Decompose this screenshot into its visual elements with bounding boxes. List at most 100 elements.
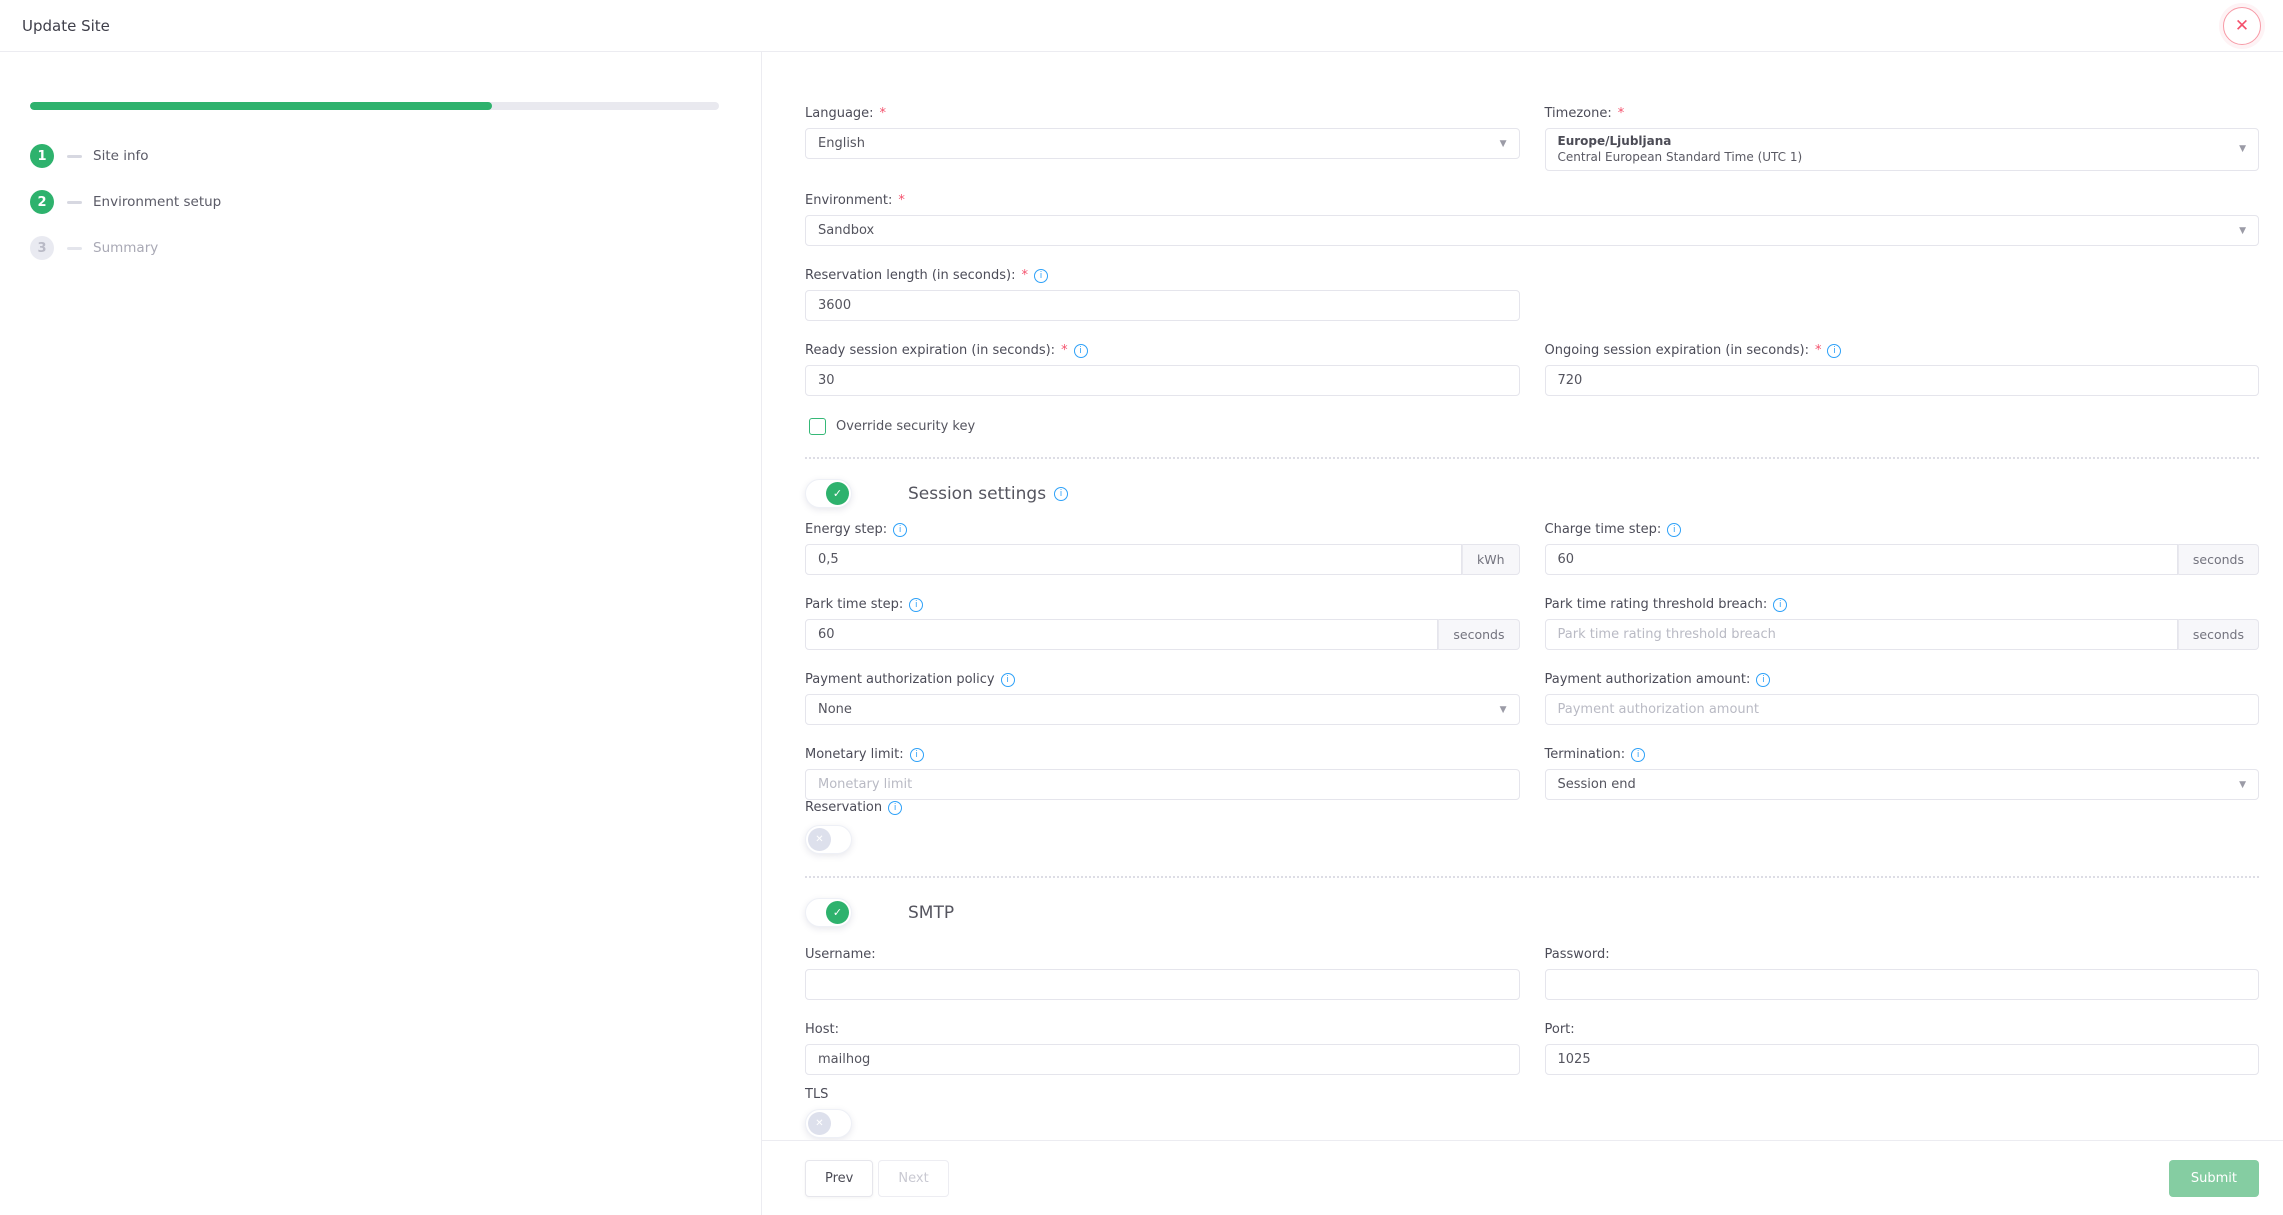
override-security-key-checkbox-row[interactable]: Override security key (809, 418, 2259, 436)
info-icon[interactable]: i (1756, 672, 1771, 687)
reservation-toggle[interactable] (805, 825, 852, 855)
info-icon[interactable]: i (1667, 522, 1682, 537)
ongoing-session-expiration-input[interactable] (1544, 365, 2259, 397)
field-smtp-port: Port: (1544, 1022, 2259, 1076)
timezone-select[interactable]: Europe/Ljubljana Central European Standa… (1544, 128, 2259, 172)
info-icon[interactable]: i (893, 522, 908, 537)
smtp-password-input[interactable] (1544, 969, 2259, 1001)
session-settings-header: Session settings i (805, 479, 2259, 509)
energy-step-input[interactable] (805, 544, 1462, 576)
section-divider (805, 876, 2259, 879)
next-button[interactable]: Next (878, 1159, 949, 1197)
smtp-username-input[interactable] (805, 969, 1520, 1001)
submit-button[interactable]: Submit (2168, 1159, 2259, 1197)
step-number-badge: 2 (30, 190, 54, 214)
reservation-length-input[interactable] (805, 290, 1520, 322)
smtp-toggle[interactable] (805, 898, 852, 928)
field-monetary-limit: Monetary limit: i (805, 747, 1520, 801)
park-time-rating-threshold-breach-label: Park time rating threshold breach: i (1545, 597, 2260, 612)
field-tls: TLS (805, 1087, 2259, 1139)
progress-bar-fill (30, 102, 492, 110)
field-smtp-username: Username: (805, 947, 1520, 1001)
info-icon[interactable]: i (909, 597, 924, 612)
reservation-length-label: Reservation length (in seconds): * i (805, 268, 1520, 283)
field-language: Language: * English ▼ (805, 106, 1520, 171)
smtp-header: SMTP (805, 898, 2259, 928)
smtp-port-label: Port: (1544, 1022, 1575, 1038)
unit-suffix: seconds (1438, 619, 1520, 651)
step-label: Summary (93, 240, 159, 256)
info-icon[interactable]: i (888, 800, 903, 815)
field-charge-time-step: Charge time step: i seconds (1544, 522, 2259, 576)
info-icon[interactable]: i (1773, 597, 1788, 612)
step-number-badge: 1 (30, 144, 54, 168)
environment-select[interactable]: Sandbox ▼ (805, 215, 2259, 247)
close-button[interactable]: ✕ (2223, 6, 2261, 45)
info-icon[interactable]: i (1054, 486, 1069, 501)
sidebar-step-summary[interactable]: 3 Summary (30, 236, 719, 260)
info-icon[interactable]: i (1827, 343, 1842, 358)
step-label: Site info (93, 148, 149, 164)
payment-authorization-policy-select[interactable]: None ▼ (805, 694, 1520, 726)
sidebar-step-environment-setup[interactable]: 2 Environment setup (30, 190, 719, 214)
tls-label: TLS (805, 1087, 829, 1103)
monetary-limit-label: Monetary limit: i (805, 747, 1520, 762)
prev-button[interactable]: Prev (805, 1159, 874, 1197)
unit-suffix: kWh (1461, 544, 1520, 576)
progress-bar (30, 102, 719, 110)
modal-footer: Prev Next Submit (762, 1140, 2283, 1215)
field-ongoing-session-expiration: Ongoing session expiration (in seconds):… (1544, 343, 2260, 397)
form-panel: Language: * English ▼ Timezone: * Europe/L… (762, 52, 2283, 1215)
toggle-knob-check-icon (826, 482, 849, 506)
chevron-down-icon: ▼ (1499, 138, 1507, 149)
field-payment-authorization-amount: Payment authorization amount: i (1544, 672, 2260, 726)
toggle-knob-check-icon (826, 901, 849, 925)
info-icon[interactable]: i (1073, 343, 1088, 358)
close-icon: ✕ (2234, 16, 2250, 35)
smtp-port-input[interactable] (1544, 1044, 2259, 1076)
payment-authorization-amount-label: Payment authorization amount: i (1545, 672, 2260, 687)
monetary-limit-input[interactable] (805, 769, 1520, 801)
field-ready-session-expiration: Ready session expiration (in seconds): * … (805, 343, 1520, 397)
step-number-badge: 3 (30, 236, 54, 260)
energy-step-label: Energy step: i (805, 522, 1520, 537)
timezone-label: Timezone: * (1544, 106, 1625, 121)
info-icon[interactable]: i (909, 747, 924, 762)
smtp-username-label: Username: (805, 947, 876, 963)
chevron-down-icon: ▼ (2239, 144, 2246, 155)
charge-time-step-input[interactable] (1544, 544, 2178, 576)
sidebar-step-site-info[interactable]: 1 Site info (30, 144, 719, 168)
payment-authorization-amount-input[interactable] (1544, 694, 2259, 726)
field-park-time-step: Park time step: i seconds (805, 597, 1520, 651)
info-icon[interactable]: i (1033, 268, 1048, 283)
field-reservation: Reservation i (805, 800, 2259, 855)
field-smtp-password: Password: (1544, 947, 2259, 1001)
termination-select[interactable]: Session end ▼ (1544, 769, 2259, 801)
termination-label: Termination: i (1545, 747, 2260, 762)
field-payment-authorization-policy: Payment authorization policy i None ▼ (805, 672, 1520, 726)
ongoing-session-expiration-label: Ongoing session expiration (in seconds):… (1545, 343, 2260, 358)
field-timezone: Timezone: * Europe/Ljubljana Central Euro… (1544, 106, 2259, 172)
info-icon[interactable]: i (1631, 747, 1646, 762)
park-time-step-input[interactable] (805, 619, 1439, 651)
unit-suffix: seconds (2177, 544, 2259, 576)
language-select[interactable]: English ▼ (805, 128, 1520, 159)
session-settings-toggle[interactable] (805, 479, 852, 509)
smtp-password-label: Password: (1544, 947, 1610, 963)
park-time-rating-threshold-breach-input[interactable] (1544, 619, 2178, 651)
smtp-host-input[interactable] (805, 1044, 1520, 1076)
environment-label: Environment: * (805, 193, 905, 209)
reservation-label: Reservation i (805, 800, 2259, 815)
info-icon[interactable]: i (1000, 672, 1015, 687)
ready-session-expiration-input[interactable] (805, 365, 1520, 397)
override-security-key-checkbox[interactable] (809, 418, 826, 436)
field-smtp-host: Host: (805, 1022, 1520, 1076)
field-termination: Termination: i Session end ▼ (1544, 747, 2260, 801)
tls-toggle[interactable] (805, 1109, 852, 1139)
chevron-down-icon: ▼ (2239, 779, 2246, 790)
step-dash (67, 154, 82, 158)
step-label: Environment setup (93, 194, 222, 210)
toggle-knob-x-icon (808, 828, 831, 852)
override-security-key-label: Override security key (836, 419, 976, 435)
